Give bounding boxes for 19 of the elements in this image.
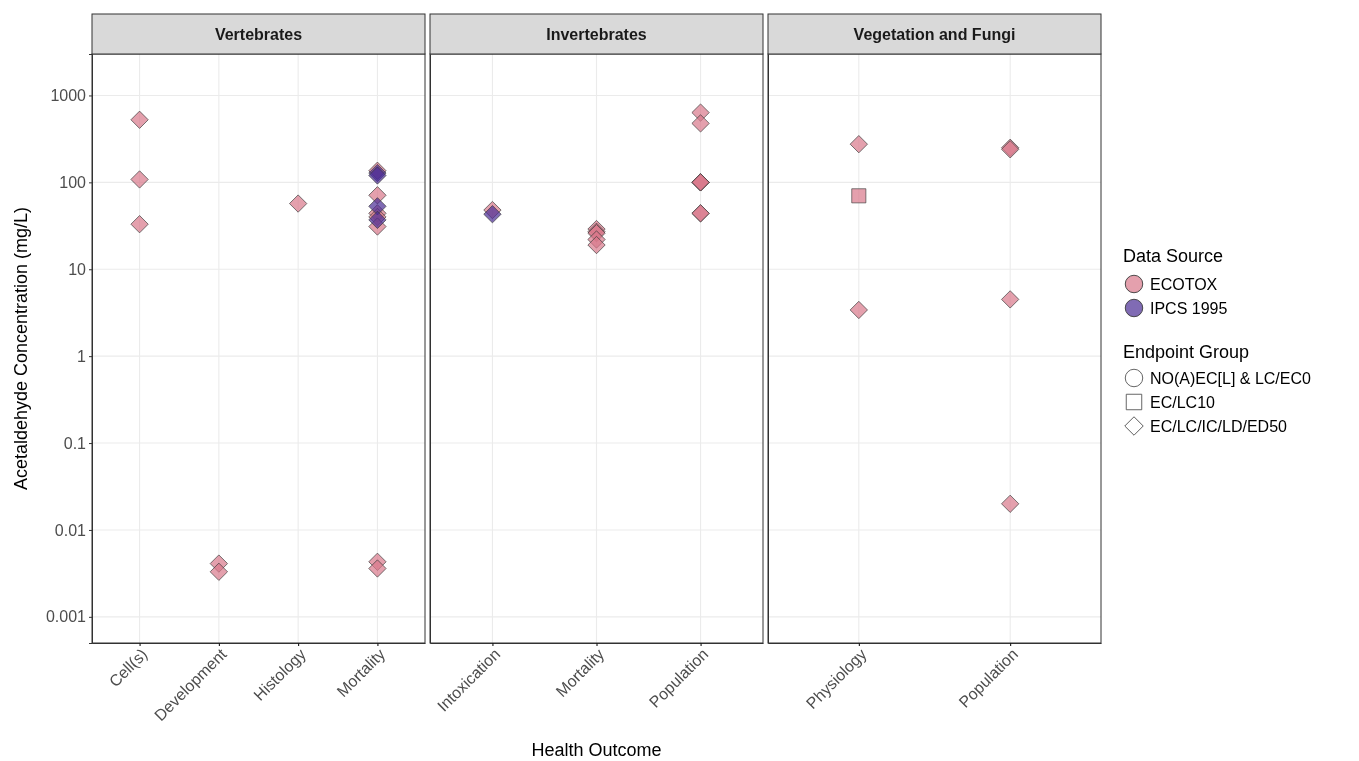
y-tick-label: 1 (77, 347, 87, 365)
chart-title: Vertebrates (214, 26, 303, 43)
y-tick-label: 0.01 (54, 521, 87, 539)
y-axis-title: Acetaldehyde Concentration (mg/L) (11, 206, 31, 491)
legend-label: ECOTOX (1150, 276, 1218, 293)
y-tick-label: 1000 (50, 87, 87, 105)
legend-title: Data Source (1123, 246, 1224, 266)
x-axis-title: Health Outcome (531, 740, 662, 760)
y-tick-label: 0.1 (63, 434, 87, 452)
chart-title: Vegetation and Fungi (853, 26, 1016, 43)
y-tick-label: 100 (59, 173, 87, 191)
legend-label: EC/LC/IC/LD/ED50 (1150, 418, 1288, 435)
legend-label: IPCS 1995 (1150, 300, 1228, 317)
y-tick-label: 0.001 (45, 608, 87, 626)
chart-title: Invertebrates (546, 26, 647, 43)
legend-label: NO(A)EC[L] & LC/EC0 (1150, 370, 1312, 387)
y-tick-label: 10 (68, 260, 87, 278)
text: Endpoint Group (1123, 342, 1250, 362)
legend-label: EC/LC10 (1150, 394, 1216, 411)
